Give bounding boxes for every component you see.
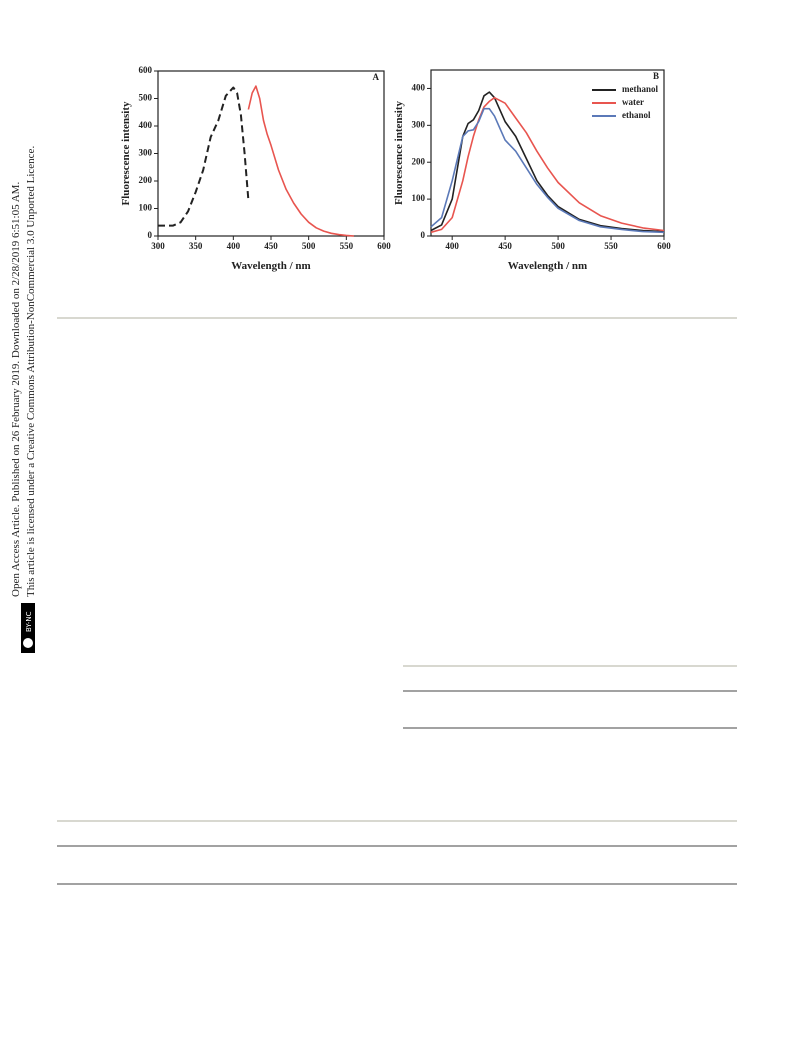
x-tick-label: 400 <box>445 241 459 251</box>
x-tick-label: 500 <box>551 241 565 251</box>
data-line <box>430 91 665 233</box>
data-line <box>430 96 665 234</box>
x-axis-label: Wavelength / nm <box>508 260 587 272</box>
y-tick-label: 400 <box>412 83 426 93</box>
plot-frame <box>430 69 665 237</box>
data-line <box>158 86 250 227</box>
x-tick-label: 600 <box>377 241 391 251</box>
sidebar: Open Access Article. Published on 26 Feb… <box>10 146 37 653</box>
legend-label: methanol <box>622 84 658 94</box>
badge-text: BY-NC <box>25 611 33 632</box>
data-line <box>430 107 665 234</box>
panel-label: B <box>653 71 659 81</box>
x-tick-label: 600 <box>657 241 671 251</box>
y-tick-label: 400 <box>139 120 153 130</box>
y-tick-label: 100 <box>412 193 426 203</box>
y-tick-label: 0 <box>421 230 426 240</box>
legend-label: water <box>622 97 644 107</box>
data-line <box>247 85 354 237</box>
x-tick-label: 550 <box>340 241 354 251</box>
y-tick-label: 0 <box>148 230 153 240</box>
panel-label: A <box>373 72 380 82</box>
y-axis-label: Fluorescence intensity <box>120 101 132 205</box>
legend-label: ethanol <box>622 110 651 120</box>
y-tick-label: 200 <box>139 175 153 185</box>
x-axis-label: Wavelength / nm <box>231 260 310 272</box>
x-tick-label: 400 <box>227 241 241 251</box>
x-tick-label: 550 <box>604 241 618 251</box>
y-tick-label: 100 <box>139 203 153 213</box>
y-tick-label: 300 <box>412 119 426 129</box>
y-tick-label: 300 <box>139 148 153 158</box>
plot-frame <box>157 70 385 237</box>
chart: 400 450 500 550 600 0 100 200 300 400 Wavelength /… <box>393 69 671 272</box>
cc-icon <box>23 638 33 648</box>
sidebar-line: This article is licensed under a Creativ… <box>25 146 37 597</box>
x-tick-label: 350 <box>189 241 203 251</box>
y-axis-label: Fluorescence intensity <box>393 101 405 205</box>
x-tick-label: 450 <box>264 241 278 251</box>
chart: 300 350 400 450 500 550 600 0 100 200 300 400 500 600… <box>120 65 391 272</box>
x-tick-label: 300 <box>151 241 165 251</box>
y-tick-label: 200 <box>412 156 426 166</box>
sidebar-line: Open Access Article. Published on 26 Feb… <box>10 182 22 597</box>
x-tick-label: 450 <box>498 241 512 251</box>
y-tick-label: 500 <box>139 93 153 103</box>
x-tick-label: 500 <box>302 241 316 251</box>
y-tick-label: 600 <box>139 65 153 75</box>
rules <box>57 317 737 885</box>
